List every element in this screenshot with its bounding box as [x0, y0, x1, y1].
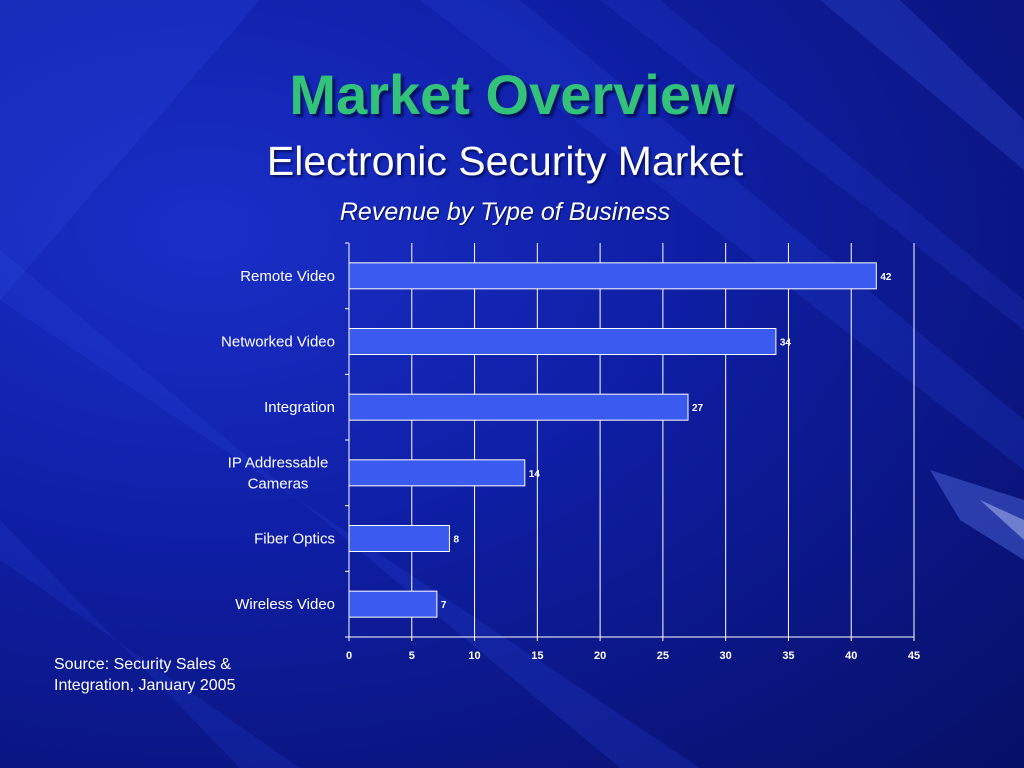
data-label-0: 42: [880, 272, 892, 283]
x-tick-label-15: 15: [531, 650, 543, 662]
x-tick-label-45: 45: [908, 650, 920, 662]
chart-title: Revenue by Type of Business: [339, 198, 671, 226]
slide-title: Market Overview: [289, 63, 735, 126]
category-label-1: Networked Video: [221, 334, 335, 351]
x-tick-label-10: 10: [468, 650, 480, 662]
source-note: Source: Security Sales & Integration, Ja…: [54, 654, 314, 696]
x-tick-label-0: 0: [346, 650, 352, 662]
x-tick-label-25: 25: [657, 650, 669, 662]
category-label-2: Integration: [264, 399, 335, 416]
source-line-2: Integration, January 2005: [54, 677, 236, 694]
x-tick-label-35: 35: [782, 650, 794, 662]
bar-2: [348, 393, 689, 421]
x-tick-label-5: 5: [409, 650, 415, 662]
bar-0: [348, 262, 877, 290]
bar-1: [348, 328, 777, 355]
source-line-1: Source: Security Sales &: [54, 656, 231, 673]
category-label-4: Fiber Optics: [254, 531, 335, 548]
data-label-2: 27: [692, 403, 704, 414]
category-label-3-line-1: Cameras: [248, 475, 309, 492]
slide-subtitle: Electronic Security Market: [266, 138, 744, 184]
category-label-3: IP Addressable Cameras: [228, 454, 329, 492]
x-tick-label-20: 20: [594, 650, 606, 662]
x-tick-label-40: 40: [845, 650, 857, 662]
category-label-5: Wireless Video: [235, 596, 335, 613]
data-label-5: 7: [441, 600, 447, 611]
category-label-0: Remote Video: [240, 268, 335, 285]
data-label-3: 14: [529, 469, 541, 480]
category-label-3-line-0: IP Addressable: [228, 454, 329, 471]
data-label-4: 8: [453, 535, 459, 546]
x-tick-label-30: 30: [720, 650, 732, 662]
data-label-1: 34: [780, 338, 792, 349]
bar-3: [348, 459, 526, 487]
bar-4: [348, 525, 450, 552]
bar-5: [348, 590, 438, 618]
